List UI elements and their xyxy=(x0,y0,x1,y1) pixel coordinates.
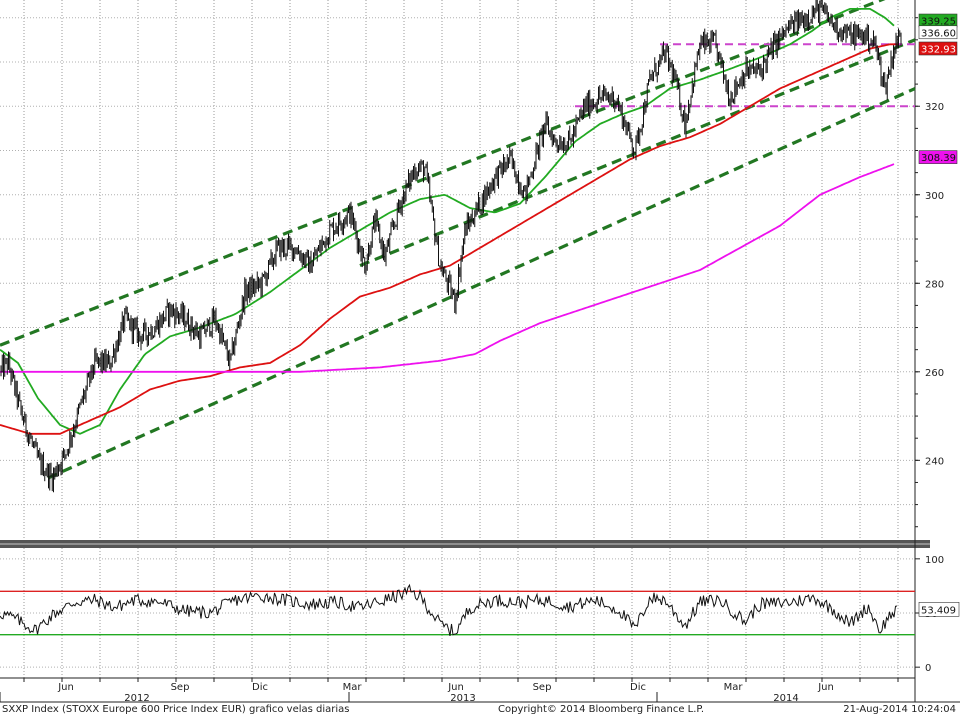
last-value-tag-bg xyxy=(918,25,958,40)
oscillator-line xyxy=(0,583,898,637)
oscillator-last-value-text: 53.409 xyxy=(921,605,956,616)
x-month-label: Dic xyxy=(630,682,646,693)
moving-average-line xyxy=(0,43,898,435)
x-month-label: Jun xyxy=(447,682,464,693)
last-value-tag: 336.60 xyxy=(918,25,958,40)
x-year-label: 2012 xyxy=(124,693,149,704)
x-month-label: Jun xyxy=(817,682,834,693)
y-tick-label: 320 xyxy=(925,102,944,113)
trend-line xyxy=(359,38,916,268)
trend-line xyxy=(0,0,886,347)
moving-average-line xyxy=(0,7,895,435)
y-tick-label: 300 xyxy=(925,191,944,202)
moving-average-line xyxy=(0,163,895,373)
last-value-tag: 332.93 xyxy=(918,41,958,56)
last-value-tag-bg xyxy=(918,150,958,164)
x-year-label: 2013 xyxy=(450,693,475,704)
last-value-tag: 308.39 xyxy=(918,150,958,164)
footer-index-description: SXXP Index (STOXX Europe 600 Price Index… xyxy=(2,704,350,715)
y-tick-label: 260 xyxy=(925,368,944,379)
x-month-label: Dic xyxy=(252,682,268,693)
footer-copyright: Copyright© 2014 Bloomberg Finance L.P. xyxy=(498,704,705,715)
osc-y-tick-label: 0 xyxy=(925,663,931,674)
last-value-tag-bg xyxy=(918,41,958,56)
x-year-label: 2014 xyxy=(773,693,798,704)
trend-line xyxy=(47,87,916,480)
oscillator-last-value-bg xyxy=(918,602,960,617)
x-month-label: Sep xyxy=(533,682,552,693)
last-value-tag-text: 332.93 xyxy=(921,44,956,55)
footer-timestamp: 21-Aug-2014 10:24:04 xyxy=(843,704,956,715)
last-value-tag-text: 308.39 xyxy=(921,153,956,164)
last-value-tag-text: 336.60 xyxy=(921,28,956,39)
last-value-tag-text: 339.25 xyxy=(921,17,956,28)
x-month-label: Mar xyxy=(343,682,363,693)
x-month-label: Jun xyxy=(57,682,74,693)
x-month-label: Mar xyxy=(724,682,744,693)
osc-y-tick-label: 100 xyxy=(925,555,944,566)
y-tick-label: 240 xyxy=(925,456,944,467)
y-tick-label: 280 xyxy=(925,279,944,290)
x-month-label: Sep xyxy=(171,682,190,693)
